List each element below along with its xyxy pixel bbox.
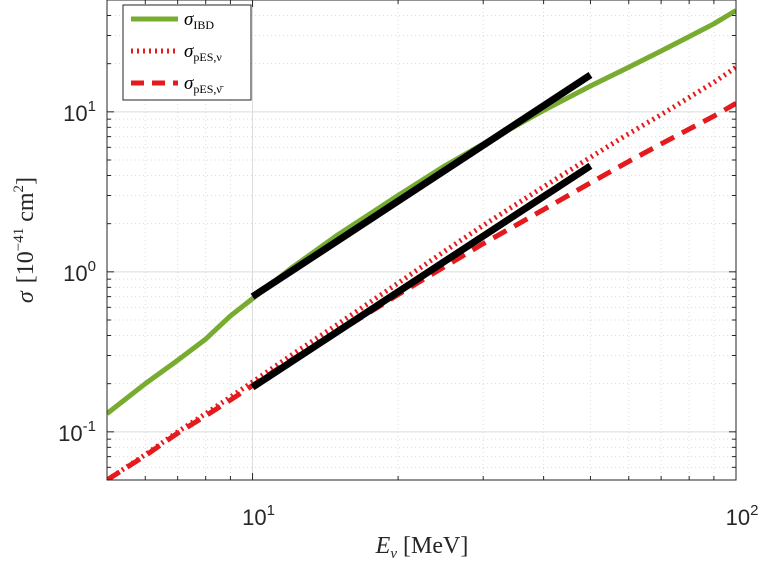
- x-tick-label: 101: [242, 502, 275, 530]
- legend: σIBD σpES,ν σpES,ν̄: [122, 4, 252, 101]
- y-axis-label: σ[10−41 cm2]: [11, 177, 39, 303]
- y-tick-label: 10-1: [58, 418, 96, 446]
- y-tick-label: 100: [63, 258, 96, 286]
- fit-line-0: [250, 72, 593, 300]
- series-line-1: [107, 65, 736, 480]
- tick-marks: [107, 0, 736, 480]
- major-grid: [107, 0, 736, 480]
- x-tick-label: 102: [726, 502, 759, 530]
- y-tick-label: 101: [63, 98, 96, 126]
- fit-line-1: [250, 162, 593, 391]
- legend-label-ibd: σIBD: [184, 9, 214, 32]
- legend-label-pes-nu: σpES,ν: [184, 41, 222, 64]
- plot-frame: [106, 0, 737, 481]
- series-line-0: [107, 8, 736, 416]
- tick-labels: 101 102 10-1 100 101: [58, 98, 758, 530]
- legend-label-pes-nubar: σpES,ν̄: [184, 73, 224, 96]
- fit-layer: [250, 72, 593, 391]
- x-axis-label: Eν [MeV]: [375, 533, 469, 562]
